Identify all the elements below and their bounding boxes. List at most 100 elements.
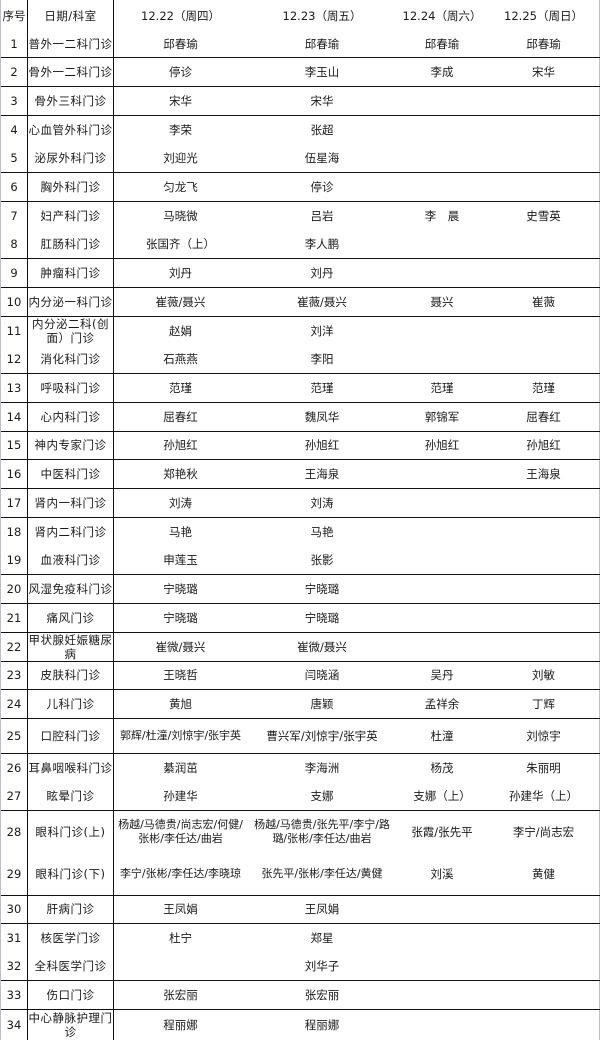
table-row: 13 呼吸科门诊 范瑾 范瑾 范瑾 范瑾 [1,373,600,403]
doctor-cell-day-1: 匀龙飞 [113,172,247,202]
table-row: 19 血液科门诊 申莲玉 张影 [1,545,600,575]
row-number: 17 [1,488,28,518]
department-name: 骨外一二科门诊 [27,57,114,87]
doctor-cell-day-4: 丁辉 [487,689,600,719]
doctor-cell-day-4: 孙旭红 [487,431,600,460]
row-number: 11 [1,316,28,345]
row-number: 19 [1,545,28,575]
table-row: 22 甲状腺妊娠糖尿病 崔微/聂兴 崔微/聂兴 [1,632,600,662]
doctor-cell-day-4 [487,143,600,173]
doctor-cell-day-1: 孙建华 [113,781,247,811]
doctor-cell-day-4 [487,980,600,1010]
table-row: 4 心血管外科门诊 李荣 张超 [1,115,600,144]
doctor-cell-day-1: 马晓微 [163,208,198,223]
row-number: 28 [1,810,28,853]
row-number: 16 [1,459,28,489]
doctor-cell-day-2: 王海泉 [247,459,397,489]
doctor-cell-day-2: 刘洋 [310,323,334,338]
header-date-2: 12.23（周五） [282,8,362,23]
department-name: 妇产科门诊 [27,201,114,230]
department-name: 眩晕门诊 [27,781,114,811]
doctor-cell-day-1: 黄旭 [113,689,247,719]
table-row: 18 肾内二科门诊 马艳 马艳 [1,517,600,546]
table-row: 27 眩晕门诊 孙建华 支娜 支娜（上） 孙建华（上） [1,781,600,811]
table-row: 26 耳鼻咽喉科门诊 綦润茁 李海洲 杨茂 朱丽明 [1,753,600,782]
row-number: 18 [1,517,28,546]
table-row: 6 胸外科门诊 匀龙飞 停诊 [1,172,600,202]
department-name: 胸外科门诊 [27,172,114,202]
department-name: 中医科门诊 [27,459,114,489]
department-name: 眼科门诊(下) [27,852,114,896]
department-name: 呼吸科门诊 [27,373,114,403]
doctor-cell-day-1: 王晓哲 [113,661,247,690]
doctor-cell-day-3: 吴丹 [397,661,487,690]
doctor-cell-day-2: 魏凤华 [247,402,397,432]
doctor-cell-day-4: 屈春红 [487,402,600,432]
department-name: 甲状腺妊娠糖尿病 [27,632,114,662]
doctor-cell-day-1: 李荣 [169,122,192,137]
table-row: 12 消化科门诊 石燕燕 李阳 [1,344,600,374]
department-name: 痛风门诊 [27,603,114,633]
row-number: 13 [1,373,28,403]
department-name: 眼科门诊(上) [27,810,114,853]
department-name: 心内科门诊 [27,402,114,432]
doctor-cell-day-4 [487,488,600,518]
row-number: 2 [1,57,28,87]
doctor-cell-day-1: 宁晓璐 [113,603,247,633]
doctor-cell-day-2: 张宏丽 [247,980,397,1010]
doctor-cell-day-2: 张先平/张彬/李任达/黄健 [247,852,397,896]
doctor-cell-day-3 [397,86,487,116]
doctor-cell-day-3 [397,316,487,345]
doctor-cell-day-1: 石燕燕 [113,344,247,374]
doctor-cell-day-1: 范瑾 [113,373,247,403]
table-row: 1 普外一二科门诊 邱春瑜 邱春瑜 邱春瑜 邱春瑜 [1,31,600,58]
department-name: 儿科门诊 [27,689,114,719]
department-name: 核医学门诊 [27,923,114,952]
department-name: 皮肤科门诊 [27,661,114,690]
doctor-cell-day-2: 李海洲 [304,760,340,775]
doctor-cell-day-3 [397,632,487,662]
doctor-cell-day-1: 宁晓璐 [113,574,247,604]
row-number: 6 [1,172,28,202]
doctor-cell-day-1: 崔微/聂兴 [113,632,247,662]
doctor-cell-day-1: 申莲玉 [113,545,247,575]
table-row: 25 口腔科门诊 郭辉/杜潼/刘惊宇/张宇英 曹兴军/刘惊宇/张宇英 杜潼 刘惊宇 [1,718,600,754]
doctor-cell-day-3 [397,980,487,1010]
row-number: 20 [1,574,28,604]
doctor-cell-day-1: 孙旭红 [113,431,247,460]
doctor-cell-day-4 [487,86,600,116]
department-name: 肾内一科门诊 [27,488,114,518]
doctor-cell-day-2: 郑星 [310,930,334,945]
department-name: 口腔科门诊 [27,718,114,754]
row-number: 22 [1,632,28,662]
row-number: 21 [1,603,28,633]
table-row: 15 神内专家门诊 孙旭红 孙旭红 孙旭红 孙旭红 [1,431,600,460]
doctor-cell-day-2: 宁晓璐 [247,603,397,633]
doctor-cell-day-4 [487,895,600,924]
doctor-cell-day-1: 刘丹 [113,258,247,288]
row-number: 23 [1,661,28,690]
doctor-cell-day-2: 曹兴军/刘惊宇/张宇英 [247,718,397,754]
doctor-cell-day-3: 孟祥余 [397,689,487,719]
doctor-cell-day-2: 闫晓涵 [247,661,397,690]
row-number: 12 [1,344,28,374]
row-number: 1 [1,31,28,58]
table-row: 31 核医学门诊 杜宁 郑星 [1,923,600,952]
doctor-cell-day-1: 綦润茁 [163,760,198,775]
doctor-cell-day-2: 崔微/聂兴 [247,632,397,662]
doctor-cell-day-2: 崔薇/聂兴 [247,287,397,317]
doctor-cell-day-4 [487,951,600,981]
doctor-cell-day-4 [487,545,600,575]
doctor-cell-day-4: 范瑾 [487,373,600,403]
table-row: 24 儿科门诊 黄旭 唐颖 孟祥余 丁辉 [1,689,600,719]
department-name: 消化科门诊 [27,344,114,374]
row-number: 15 [1,431,28,460]
doctor-cell-day-4: 孙建华（上） [487,781,600,811]
doctor-cell-day-3 [397,574,487,604]
department-name: 全科医学门诊 [27,951,114,981]
header-date-3: 12.24（周六） [402,8,482,23]
doctor-cell-day-1: 杨越/马德贵/尚志宏/何健/张彬/李任达/曲岩 [118,817,243,845]
doctor-cell-day-3 [397,172,487,202]
doctor-cell-day-4: 宋华 [487,57,600,87]
